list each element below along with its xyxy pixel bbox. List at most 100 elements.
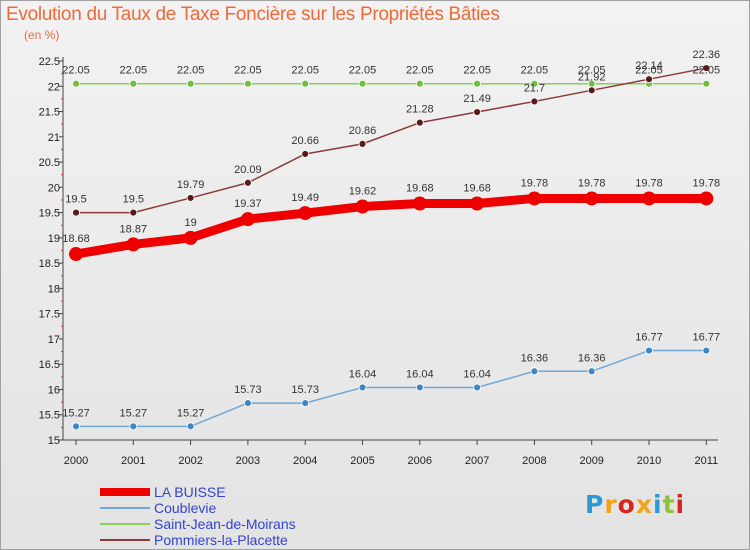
data-label: 22.05: [120, 65, 148, 77]
data-point: [530, 97, 539, 106]
y-tick-label: 20: [48, 182, 60, 194]
y-tick-label: 17.5: [39, 309, 60, 321]
data-point: [186, 422, 195, 431]
legend-label: Saint-Jean-de-Moirans: [154, 516, 296, 532]
data-point: [298, 206, 313, 221]
units-label: (en %): [24, 28, 60, 42]
data-label: 19.68: [406, 183, 434, 195]
data-label: 16.36: [578, 352, 606, 364]
data-point: [301, 399, 310, 408]
x-tick-label: 2000: [64, 455, 88, 467]
x-tick-label: 2009: [579, 455, 603, 467]
data-point: [129, 208, 138, 217]
data-point: [473, 108, 482, 116]
data-point: [530, 367, 539, 376]
data-point: [702, 346, 711, 355]
data-label: 21.92: [578, 71, 606, 83]
data-point: [415, 79, 424, 88]
data-label: 22.05: [578, 65, 606, 77]
data-label: 20.09: [234, 164, 262, 176]
legend-item: LA BUISSE: [100, 484, 296, 500]
chart-title: Evolution du Taux de Taxe Foncière sur l…: [6, 4, 500, 25]
data-point: [243, 178, 252, 187]
data-point: [587, 367, 596, 376]
series-line: [75, 67, 708, 214]
data-point: [645, 75, 653, 84]
data-point: [358, 79, 367, 88]
data-label: 19.37: [234, 198, 262, 210]
data-label: 19.5: [123, 194, 144, 206]
data-label: 16.04: [349, 368, 377, 380]
data-point: [470, 196, 485, 211]
x-tick-label: 2001: [121, 455, 145, 467]
axes: 15 15.5 16 16.5 17 17.5 18 18.5 19 19.5 20 20.5 21 21…: [39, 56, 719, 467]
data-point: [183, 230, 198, 245]
data-label: 19.78: [578, 177, 606, 189]
data-label: 16.77: [693, 332, 721, 344]
data-label: 15.73: [291, 384, 319, 396]
x-tick-label: 2002: [178, 455, 202, 467]
legend-swatch: [100, 523, 150, 525]
data-label: 22.05: [349, 65, 377, 77]
data-point: [301, 150, 310, 158]
y-tick-label: 16: [48, 384, 60, 396]
y-tick-label: 21.5: [39, 107, 60, 119]
data-label: 19.78: [635, 177, 663, 189]
data-label: 21.28: [406, 104, 434, 116]
data-label: 19.68: [463, 183, 491, 195]
legend-item: Coublevie: [100, 500, 296, 516]
legend-item: Saint-Jean-de-Moirans: [100, 516, 296, 532]
data-point: [243, 79, 252, 88]
data-point: [301, 79, 310, 88]
data-point: [530, 79, 539, 88]
y-tick-label: 15: [48, 435, 60, 447]
x-tick-label: 2011: [694, 455, 718, 467]
legend-item: Pommiers-la-Placette: [100, 532, 296, 548]
data-label: 16.04: [463, 368, 491, 380]
data-point: [358, 139, 367, 148]
y-tick-label: 17: [48, 334, 60, 346]
y-tick-label: 22: [48, 81, 60, 93]
data-label: 22.14: [635, 60, 663, 72]
data-point: [645, 346, 653, 355]
data-point: [72, 208, 80, 217]
data-point: [415, 383, 424, 392]
data-label: 16.36: [521, 352, 549, 364]
proxiti-logo: Proxiti: [585, 490, 686, 519]
series-line: [71, 193, 711, 259]
data-label: 22.05: [635, 65, 663, 77]
y-tick-label: 18: [48, 283, 60, 295]
data-label: 22.05: [234, 65, 262, 77]
x-tick-label: 2010: [637, 455, 661, 467]
legend-label: Pommiers-la-Placette: [154, 532, 288, 548]
data-point: [69, 247, 83, 262]
data-label: 15.27: [62, 407, 90, 419]
y-tick-label: 21: [48, 132, 60, 144]
legend-label: Coublevie: [154, 500, 217, 516]
data-point: [72, 79, 80, 88]
data-point: [702, 79, 711, 88]
data-label: 15.27: [120, 407, 148, 419]
legend-swatch: [100, 488, 150, 496]
data-label: 22.05: [693, 65, 721, 77]
data-point: [584, 191, 599, 206]
data-label: 16.04: [406, 368, 434, 380]
data-label: 16.77: [635, 332, 663, 344]
data-point: [126, 237, 141, 252]
data-label: 19.78: [693, 177, 721, 189]
legend-swatch: [100, 539, 150, 541]
data-point: [642, 191, 656, 206]
data-point: [129, 422, 138, 431]
data-point: [699, 191, 714, 206]
data-label: 21.7: [524, 82, 545, 94]
data-label: 18.68: [62, 233, 90, 245]
x-tick-label: 2005: [350, 455, 374, 467]
data-point: [587, 86, 596, 95]
data-point: [358, 383, 367, 392]
data-label: 19.78: [521, 177, 549, 189]
data-label: 20.66: [291, 135, 319, 147]
series-line: [75, 349, 708, 428]
data-label: 19: [184, 217, 196, 229]
